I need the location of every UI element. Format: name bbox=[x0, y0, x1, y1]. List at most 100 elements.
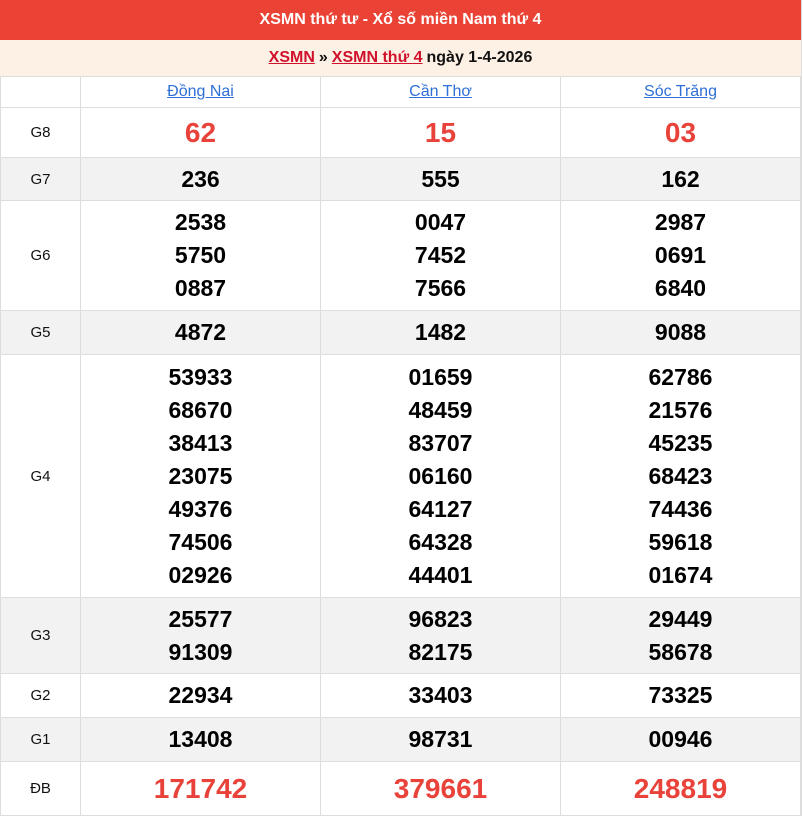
prize-cell: 98731 bbox=[320, 717, 561, 762]
prize-number: 7566 bbox=[414, 275, 467, 301]
prize-row: G7 236 555 162 bbox=[0, 157, 801, 201]
prize-number: 29449 bbox=[648, 605, 713, 632]
prize-cell: 53933 68670 38413 23075 49376 74506 02926 bbox=[80, 354, 321, 598]
prize-number: 236 bbox=[181, 165, 220, 192]
prize-number: 44401 bbox=[408, 561, 473, 588]
prize-cell: 22934 bbox=[80, 673, 321, 718]
prize-row: G2 22934 33403 73325 bbox=[0, 673, 801, 718]
prize-number: 6840 bbox=[654, 275, 707, 301]
prize-number: 58678 bbox=[648, 638, 713, 665]
prize-number: 21576 bbox=[648, 396, 713, 423]
province-link[interactable]: Sóc Trăng bbox=[644, 83, 717, 100]
prize-cell: 248819 bbox=[560, 761, 801, 816]
prize-number: 62786 bbox=[648, 363, 713, 390]
prize-cell: 2538 5750 0887 bbox=[80, 200, 321, 311]
prize-cell: 236 bbox=[80, 157, 321, 201]
prize-number: 9088 bbox=[654, 319, 707, 345]
prize-cell: 29449 58678 bbox=[560, 597, 801, 674]
province-link[interactable]: Cần Thơ bbox=[409, 83, 472, 100]
results-table: Đồng Nai Cần Thơ Sóc Trăng G8 62 15 03 G7 236 555… bbox=[0, 76, 801, 816]
prize-number: 83707 bbox=[408, 429, 473, 456]
prize-label: G8 bbox=[0, 107, 81, 158]
prize-number: 162 bbox=[661, 165, 700, 192]
prize-number: 74436 bbox=[648, 495, 713, 522]
prize-number: 25577 bbox=[168, 605, 233, 632]
prize-number: 4872 bbox=[174, 319, 227, 345]
prize-label: G6 bbox=[0, 200, 81, 311]
prize-number: 02926 bbox=[168, 561, 233, 588]
prize-number: 171742 bbox=[153, 772, 248, 804]
prize-number: 45235 bbox=[648, 429, 713, 456]
prize-cell: 1482 bbox=[320, 310, 561, 355]
prize-label: G2 bbox=[0, 673, 81, 718]
prize-number: 555 bbox=[421, 165, 460, 192]
prize-number: 49376 bbox=[168, 495, 233, 522]
page-title: XSMN thứ tư - Xổ số miền Nam thứ 4 bbox=[0, 0, 801, 40]
prize-number: 13408 bbox=[168, 726, 233, 752]
prize-cell: 15 bbox=[320, 107, 561, 158]
prize-number: 00946 bbox=[648, 726, 713, 752]
prize-cell: 555 bbox=[320, 157, 561, 201]
prize-number: 379661 bbox=[393, 772, 488, 804]
prize-cell: 379661 bbox=[320, 761, 561, 816]
province-header-row: Đồng Nai Cần Thơ Sóc Trăng bbox=[0, 76, 801, 108]
prize-cell: 96823 82175 bbox=[320, 597, 561, 674]
breadcrumb-separator: » bbox=[318, 49, 328, 66]
prize-cell: 9088 bbox=[560, 310, 801, 355]
prize-label: G1 bbox=[0, 717, 81, 762]
prize-label: ĐB bbox=[0, 761, 81, 816]
prize-number: 03 bbox=[664, 116, 697, 148]
prize-number: 68423 bbox=[648, 462, 713, 489]
breadcrumb-link-xsmn-thu-4[interactable]: XSMN thứ 4 bbox=[331, 49, 423, 66]
prize-number: 06160 bbox=[408, 462, 473, 489]
prize-cell: 01659 48459 83707 06160 64127 64328 44401 bbox=[320, 354, 561, 598]
prize-number: 91309 bbox=[168, 638, 233, 665]
prize-cell: 62 bbox=[80, 107, 321, 158]
prize-number: 2987 bbox=[654, 209, 707, 235]
prize-number: 01659 bbox=[408, 363, 473, 390]
prize-number: 62 bbox=[184, 116, 217, 148]
prize-number: 74506 bbox=[168, 528, 233, 555]
prize-number: 1482 bbox=[414, 319, 467, 345]
prize-cell: 4872 bbox=[80, 310, 321, 355]
prize-number: 0887 bbox=[174, 275, 227, 301]
prize-number: 22934 bbox=[168, 682, 233, 708]
prize-cell: 162 bbox=[560, 157, 801, 201]
prize-label: G7 bbox=[0, 157, 81, 201]
breadcrumb-date: ngày 1-4-2026 bbox=[426, 49, 533, 66]
prize-number: 59618 bbox=[648, 528, 713, 555]
prize-number: 15 bbox=[424, 116, 457, 148]
prize-cell: 73325 bbox=[560, 673, 801, 718]
prize-cell: 13408 bbox=[80, 717, 321, 762]
prize-cell: 03 bbox=[560, 107, 801, 158]
prize-number: 0047 bbox=[414, 209, 467, 235]
prize-number: 23075 bbox=[168, 462, 233, 489]
province-link[interactable]: Đồng Nai bbox=[167, 83, 234, 100]
prize-row: ĐB 171742 379661 248819 bbox=[0, 761, 801, 816]
prize-number: 53933 bbox=[168, 363, 233, 390]
prize-cell: 25577 91309 bbox=[80, 597, 321, 674]
prize-cell: 62786 21576 45235 68423 74436 59618 01674 bbox=[560, 354, 801, 598]
prize-number: 248819 bbox=[633, 772, 728, 804]
prize-cell: 2987 0691 6840 bbox=[560, 200, 801, 311]
prize-cell: 0047 7452 7566 bbox=[320, 200, 561, 311]
prize-row: G4 53933 68670 38413 23075 49376 74506 02926 016… bbox=[0, 354, 801, 598]
prize-row: G1 13408 98731 00946 bbox=[0, 717, 801, 762]
prize-number: 48459 bbox=[408, 396, 473, 423]
prize-cell: 00946 bbox=[560, 717, 801, 762]
prize-number: 68670 bbox=[168, 396, 233, 423]
prize-cell: 171742 bbox=[80, 761, 321, 816]
prize-number: 01674 bbox=[648, 561, 713, 588]
prize-label: G5 bbox=[0, 310, 81, 355]
prize-number: 7452 bbox=[414, 242, 467, 268]
prize-number: 73325 bbox=[648, 682, 713, 708]
prize-row: G8 62 15 03 bbox=[0, 107, 801, 158]
prize-number: 33403 bbox=[408, 682, 473, 708]
prize-label: G3 bbox=[0, 597, 81, 674]
breadcrumb-link-xsmn[interactable]: XSMN bbox=[268, 49, 315, 66]
prize-number: 0691 bbox=[654, 242, 707, 268]
prize-label: G4 bbox=[0, 354, 81, 598]
prize-cell: 33403 bbox=[320, 673, 561, 718]
prize-number: 96823 bbox=[408, 605, 473, 632]
breadcrumb: XSMN » XSMN thứ 4 ngày 1-4-2026 bbox=[0, 40, 801, 76]
